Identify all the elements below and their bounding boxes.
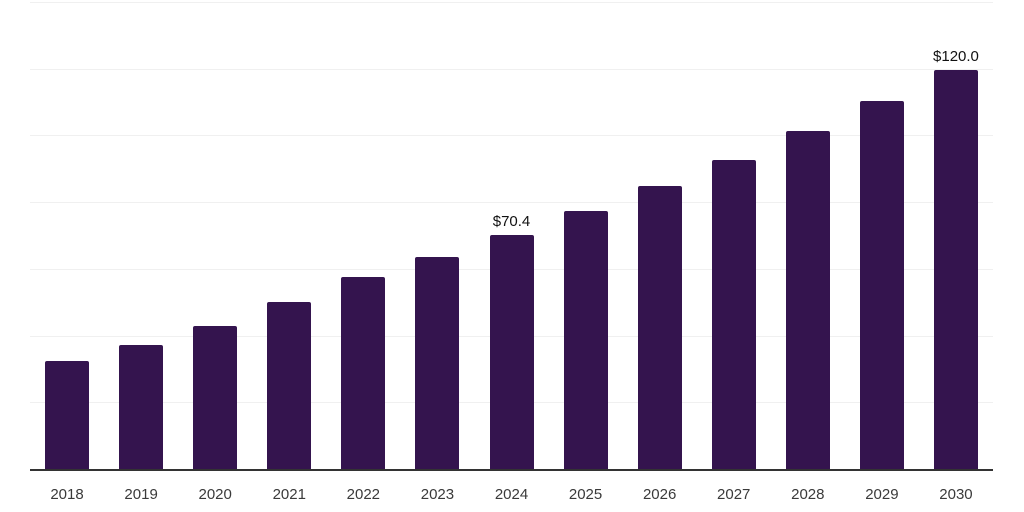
bar-2026 [637, 185, 682, 470]
x-tick-label-2025: 2025 [568, 486, 603, 503]
gridline-120 [30, 68, 993, 70]
x-tick-label-2022: 2022 [346, 486, 381, 503]
bar-value-label-2024: $70.4 [492, 213, 531, 231]
x-tick-label-2023: 2023 [420, 486, 455, 503]
bar-2028 [785, 130, 830, 470]
x-tick-label-2026: 2026 [642, 486, 677, 503]
x-axis-line [30, 469, 993, 471]
x-tick-label-2027: 2027 [717, 486, 751, 503]
x-tick-label-2018: 2018 [50, 486, 84, 503]
bar-2020 [193, 326, 238, 470]
plot-area: $70.4 $120.0 [30, 2, 993, 471]
bar-2027 [711, 160, 756, 470]
bar-2018 [45, 360, 90, 470]
x-tick-label-2029: 2029 [865, 486, 899, 503]
x-tick-label-2030: 2030 [939, 486, 973, 503]
x-tick-label-2019: 2019 [124, 486, 158, 503]
bar-2022 [341, 276, 386, 470]
bar-2019 [119, 344, 164, 470]
bar-2023 [415, 256, 460, 470]
gridline-80 [30, 202, 993, 204]
bar-2029 [859, 100, 904, 470]
bar-value-label-2030: $120.0 [933, 47, 979, 65]
bar-2030 [933, 69, 978, 470]
gridline-100 [30, 135, 993, 137]
x-tick-label-2021: 2021 [272, 486, 306, 503]
x-tick-label-2020: 2020 [198, 486, 232, 503]
bar-2025 [563, 211, 608, 470]
gridline-140 [30, 2, 993, 3]
x-tick-label-2024: 2024 [494, 486, 529, 503]
bar-2021 [267, 302, 312, 470]
bar-2024 [489, 235, 534, 470]
x-tick-label-2028: 2028 [791, 486, 825, 503]
